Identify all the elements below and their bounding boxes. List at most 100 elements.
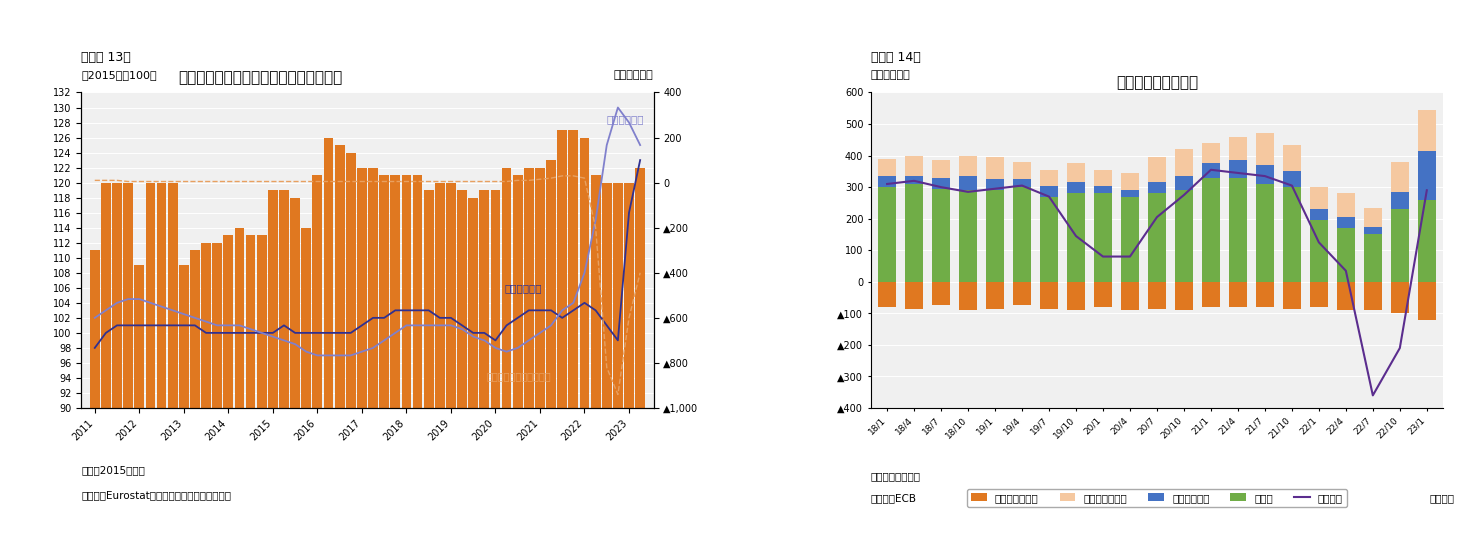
Bar (878, 159, 895, 176)
Bar (302, 228, 311, 544)
Bar (490, 190, 500, 544)
Bar (445, 183, 456, 544)
Bar (906, 176, 924, 184)
Bar (101, 183, 111, 544)
Text: （2015年＝100）: （2015年＝100） (81, 70, 157, 81)
Bar (959, 282, 977, 310)
Text: （月次）: （月次） (1430, 493, 1455, 503)
Bar (1228, 178, 1246, 282)
Bar (986, 180, 1003, 190)
Legend: 第二次所得収支, 第一次所得収支, サービス収支, 財収支, 経常収支: 第二次所得収支, 第一次所得収支, サービス収支, 財収支, 経常収支 (966, 489, 1347, 507)
Bar (435, 183, 444, 544)
Bar (1175, 176, 1193, 190)
Bar (1257, 165, 1274, 184)
Bar (1418, 151, 1436, 200)
Bar (878, 176, 895, 187)
Bar (1391, 282, 1409, 313)
Bar (280, 190, 289, 544)
Bar (234, 228, 244, 544)
Bar (959, 156, 977, 176)
Bar (1202, 164, 1220, 178)
Bar (613, 183, 623, 544)
Bar (334, 145, 345, 544)
Bar (246, 235, 256, 544)
Bar (986, 282, 1003, 308)
Bar (1122, 196, 1138, 282)
Bar (1365, 227, 1382, 234)
Bar (1336, 282, 1354, 310)
Bar (1418, 282, 1436, 320)
Bar (369, 168, 377, 544)
Bar (201, 243, 212, 544)
Bar (591, 175, 601, 544)
Bar (959, 190, 977, 282)
Bar (906, 184, 924, 282)
Bar (536, 168, 545, 544)
Title: ユーロ圈の経常収支: ユーロ圈の経常収支 (1116, 75, 1197, 90)
Bar (379, 175, 389, 544)
Bar (1365, 234, 1382, 282)
Bar (932, 178, 950, 189)
Bar (524, 168, 534, 544)
Bar (986, 190, 1003, 282)
Bar (878, 187, 895, 282)
Bar (546, 160, 556, 544)
Bar (1283, 187, 1301, 282)
Bar (1418, 110, 1436, 151)
Bar (480, 190, 490, 544)
Bar (457, 190, 468, 544)
Bar (212, 243, 222, 544)
Bar (878, 282, 895, 307)
Bar (179, 265, 188, 544)
Bar (1228, 282, 1246, 307)
Bar (357, 168, 367, 544)
Bar (1122, 190, 1138, 196)
Bar (268, 190, 278, 544)
Bar (1040, 170, 1058, 186)
Bar (602, 183, 611, 544)
Bar (1365, 208, 1382, 227)
Bar (1228, 137, 1246, 160)
Bar (423, 190, 434, 544)
Text: （億ユーロ）: （億ユーロ） (870, 70, 910, 81)
Bar (1040, 186, 1058, 196)
Bar (906, 282, 924, 308)
Bar (1418, 200, 1436, 282)
Bar (1014, 282, 1030, 306)
Bar (1094, 282, 1111, 307)
Bar (1336, 194, 1354, 217)
Bar (502, 168, 512, 544)
Text: （資料）ECB: （資料）ECB (870, 493, 918, 503)
Bar (1202, 282, 1220, 307)
Text: （資料）Eurostatよりニッセイ基礎研究所作成: （資料）Eurostatよりニッセイ基礎研究所作成 (81, 490, 231, 500)
Bar (1257, 184, 1274, 282)
Bar (1257, 133, 1274, 165)
Bar (1040, 196, 1058, 282)
Bar (1148, 182, 1166, 194)
Bar (1365, 282, 1382, 310)
Bar (1014, 187, 1030, 282)
Bar (468, 197, 478, 544)
Bar (1067, 182, 1085, 194)
Bar (1094, 170, 1111, 186)
Bar (1122, 282, 1138, 310)
Bar (1228, 160, 1246, 178)
Bar (290, 197, 300, 544)
Text: 輸出価格指数: 輸出価格指数 (505, 283, 542, 294)
Text: （億ユーロ）: （億ユーロ） (614, 70, 654, 81)
Bar (1310, 220, 1328, 282)
Bar (959, 176, 977, 190)
Bar (157, 183, 166, 544)
Text: （注）季節調整値: （注）季節調整値 (870, 471, 921, 481)
Bar (568, 130, 579, 544)
Bar (167, 183, 178, 544)
Bar (123, 183, 133, 544)
Bar (932, 189, 950, 282)
Bar (1391, 192, 1409, 209)
Bar (258, 235, 266, 544)
Bar (401, 175, 411, 544)
Text: （図表 13）: （図表 13） (81, 52, 132, 64)
Bar (90, 250, 99, 544)
Bar (223, 235, 234, 544)
Bar (635, 168, 645, 544)
